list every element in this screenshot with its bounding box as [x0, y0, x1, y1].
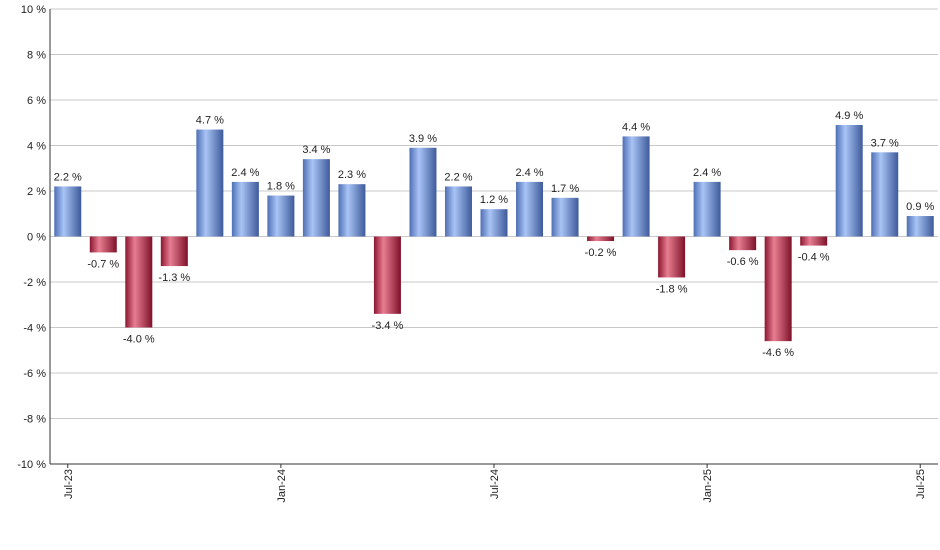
- bar-may-24: [409, 147, 437, 237]
- bar-aug-23: [89, 236, 117, 253]
- bar-may-25: [835, 125, 863, 237]
- bar-dec-23: [231, 181, 259, 237]
- data-label: 3.7 %: [871, 137, 899, 149]
- data-label: 4.4 %: [622, 121, 650, 133]
- bar-jul-23: [54, 186, 82, 237]
- data-label: -3.4 %: [372, 320, 404, 332]
- y-tick-label: -6 %: [23, 368, 46, 380]
- data-label: 2.4 %: [693, 167, 721, 179]
- bar-oct-23: [160, 236, 188, 267]
- bar-sep-23: [125, 236, 153, 328]
- bar-nov-23: [196, 129, 224, 237]
- x-tick-label: Jul-25: [915, 469, 927, 499]
- data-label: 2.2 %: [444, 171, 472, 183]
- bar-oct-24: [587, 236, 615, 242]
- bar-mar-25: [764, 236, 792, 342]
- bar-jun-25: [871, 152, 899, 237]
- y-tick-label: -10 %: [17, 459, 46, 471]
- data-label: 0.9 %: [906, 201, 934, 213]
- y-tick-label: -8 %: [23, 414, 46, 426]
- data-label: -0.7 %: [87, 258, 119, 270]
- data-label: 3.4 %: [302, 144, 330, 156]
- data-label: -0.2 %: [585, 247, 617, 259]
- y-tick-label: 2 %: [27, 186, 46, 198]
- data-label: 4.9 %: [835, 110, 863, 122]
- y-tick-label: -4 %: [23, 323, 46, 335]
- bar-nov-24: [622, 136, 650, 237]
- data-label: 3.9 %: [409, 133, 437, 145]
- x-tick-label: Jan-24: [276, 469, 288, 503]
- bar-jul-25: [906, 216, 934, 237]
- bar-aug-24: [516, 181, 544, 237]
- x-tick-label: Jul-24: [489, 469, 501, 499]
- bar-feb-25: [729, 236, 757, 251]
- data-label: -0.4 %: [798, 252, 830, 264]
- axes: [49, 9, 938, 468]
- bar-jan-24: [267, 195, 295, 237]
- bar-jan-25: [693, 181, 721, 237]
- x-tick-label: Jan-25: [702, 469, 714, 503]
- data-label: -1.8 %: [656, 283, 688, 295]
- y-axis-tick-labels: 10 % 8 % 6 % 4 % 2 % 0 % -2 % -4 % -6 % -8 % -10 %: [17, 4, 46, 471]
- data-labels: 2.2 % -0.7 % -4.0 % -1.3 % 4.7 % 2.4 % 1.8 % 3.…: [54, 110, 935, 359]
- y-tick-label: 4 %: [27, 141, 46, 153]
- data-label: 2.3 %: [338, 169, 366, 181]
- bar-feb-24: [302, 159, 330, 237]
- bar-apr-24: [373, 236, 401, 314]
- data-label: 2.4 %: [515, 167, 543, 179]
- y-tick-label: 8 %: [27, 50, 46, 62]
- data-label: -0.6 %: [727, 256, 759, 268]
- data-label: -4.0 %: [123, 334, 155, 346]
- y-tick-label: 6 %: [27, 95, 46, 107]
- y-tick-label: 0 %: [27, 232, 46, 244]
- bar-jul-24: [480, 209, 508, 237]
- bar-jun-24: [444, 186, 472, 237]
- data-label: 1.7 %: [551, 183, 579, 195]
- bar-dec-24: [658, 236, 686, 278]
- data-label: 2.4 %: [231, 167, 259, 179]
- data-label: -1.3 %: [158, 272, 190, 284]
- x-axis-tick-labels: Jul-23 Jan-24 Jul-24 Jan-25 Jul-25: [63, 469, 927, 503]
- data-label: 1.8 %: [267, 181, 295, 193]
- bar-sep-24: [551, 197, 579, 237]
- data-label: -4.6 %: [762, 347, 794, 359]
- bar-mar-24: [338, 184, 366, 237]
- x-tick-label: Jul-23: [63, 469, 75, 499]
- y-tick-label: 10 %: [21, 4, 46, 16]
- data-label: 2.2 %: [54, 171, 82, 183]
- data-label: 4.7 %: [196, 115, 224, 127]
- bars: [54, 125, 934, 342]
- y-tick-label: -2 %: [23, 277, 46, 289]
- data-label: 1.2 %: [480, 194, 508, 206]
- bar-apr-25: [800, 236, 828, 246]
